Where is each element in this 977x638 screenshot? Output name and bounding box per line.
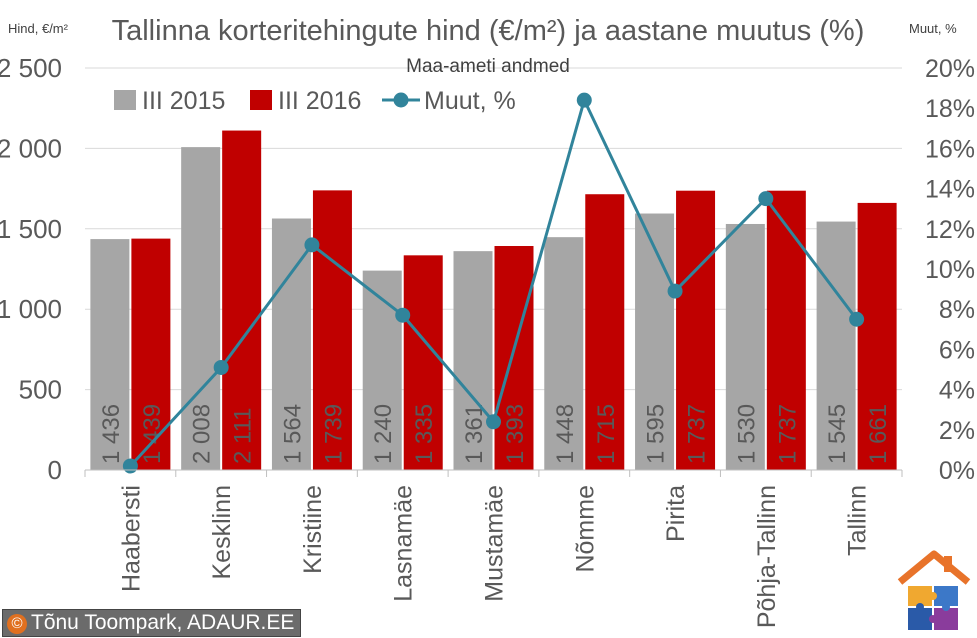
bar <box>676 190 716 470</box>
x-axis: Haabersti Kesklinn Kristiine Lasnamäe Mustam… <box>84 469 903 628</box>
y-tick-label: 500 <box>19 375 62 405</box>
x-tick-label: Nõmme <box>571 485 599 573</box>
bar-data-label: 2 111 <box>230 408 257 465</box>
change-point <box>849 311 865 327</box>
x-tick-label: Mustamäe <box>481 485 509 602</box>
legend-label: Muut, % <box>424 87 516 115</box>
bar-data-label: 1 448 <box>552 404 579 464</box>
bar <box>453 251 493 470</box>
chart-subtitle: Maa-ameti andmed <box>406 56 570 77</box>
x-tick-label: Tallinn <box>844 485 872 556</box>
change-point <box>667 283 683 299</box>
bar-data-label: 1 545 <box>824 404 851 464</box>
y2-tick-label: 2% <box>939 417 975 445</box>
legend-marker <box>393 92 409 108</box>
y2-tick-label: 8% <box>939 296 975 324</box>
bar <box>857 202 897 470</box>
change-point <box>486 414 501 430</box>
bar-data-label: 1 737 <box>684 404 711 464</box>
bar <box>90 239 130 470</box>
y2-tick-label: 4% <box>939 377 975 405</box>
change-point <box>213 359 229 375</box>
y-tick-label: 1 500 <box>0 214 62 244</box>
y2-tick-label: 6% <box>939 336 975 364</box>
chart-title: Tallinna korteritehingute hind (€/m²) ja… <box>112 15 865 47</box>
legend-swatch <box>114 90 136 110</box>
y2-axis-label: Muut, % <box>909 21 957 36</box>
x-tick-label: Põhja-Tallinn <box>753 485 781 628</box>
change-point <box>758 191 774 207</box>
change-point <box>395 307 411 323</box>
right-axis: 0% 2% 4% 6% 8% 10% 12% 14% 16% 18% 20% <box>925 55 975 485</box>
bar-data-label: 1 393 <box>502 404 529 464</box>
bar <box>585 194 625 470</box>
change-point <box>304 237 320 253</box>
credit-badge: © Tõnu Toompark, ADAUR.EE <box>2 609 302 637</box>
bar-data-label: 1 361 <box>461 404 488 464</box>
gridlines <box>85 67 902 391</box>
y2-tick-label: 14% <box>925 176 975 204</box>
y2-tick-label: 10% <box>925 256 975 284</box>
bar <box>271 218 311 470</box>
y-axis-label: Hind, €/m² <box>8 21 69 36</box>
legend-label: III 2016 <box>278 87 361 115</box>
x-tick-label: Kristiine <box>299 485 327 574</box>
bar-data-label: 1 595 <box>643 404 670 464</box>
bar <box>725 223 765 470</box>
bars <box>90 130 897 471</box>
bar-data-label: 1 737 <box>774 404 801 464</box>
bar <box>494 246 534 470</box>
house-puzzle-logo <box>897 550 971 630</box>
y-tick-label: 2 000 <box>0 133 62 163</box>
credit-text: Tõnu Toompark, ADAUR.EE <box>31 611 295 634</box>
y-tick-label: 1 000 <box>0 294 62 324</box>
y-tick-label: 0 <box>48 455 62 485</box>
bar <box>362 270 402 470</box>
x-tick-label: Haabersti <box>117 485 145 592</box>
bar-labels: 1 436 2 008 1 564 1 240 1 361 1 448 1 595 1 530… <box>98 404 892 464</box>
bar-data-label: 1 530 <box>733 404 760 464</box>
bar-data-label: 2 008 <box>189 404 216 464</box>
y2-tick-label: 16% <box>925 135 975 163</box>
bar-data-label: 1 240 <box>370 404 397 464</box>
change-point <box>576 92 592 108</box>
bar-data-label: 1 335 <box>411 404 438 464</box>
change-line <box>122 92 865 474</box>
bar <box>181 147 221 471</box>
legend: III 2015 III 2016 Muut, % <box>114 87 516 115</box>
bar <box>816 221 856 470</box>
bar <box>403 255 443 470</box>
y-tick-label: 2 500 <box>0 53 62 83</box>
x-tick-label: Lasnamäe <box>390 485 418 602</box>
bar-data-label: 1 715 <box>593 404 620 464</box>
bar <box>222 130 262 470</box>
bar <box>312 190 352 470</box>
bar <box>635 213 675 471</box>
change-point <box>122 458 138 474</box>
bar <box>766 190 806 470</box>
y2-tick-label: 12% <box>925 216 975 244</box>
copyright-icon: © <box>7 614 27 634</box>
bar-data-label: 1 661 <box>865 404 892 464</box>
y2-tick-label: 0% <box>939 457 975 485</box>
bar-data-label: 1 564 <box>279 404 306 464</box>
bar-data-label: 1 436 <box>98 404 125 464</box>
y2-tick-label: 18% <box>925 95 975 123</box>
left-axis: 0 500 1 000 1 500 2 000 2 500 <box>0 53 62 485</box>
x-tick-label: Kesklinn <box>208 485 236 580</box>
bar <box>544 237 584 470</box>
legend-swatch <box>250 90 272 110</box>
legend-label: III 2015 <box>142 87 225 115</box>
bar-data-label: 1 739 <box>320 404 347 464</box>
x-tick-label: Pirita <box>662 485 690 542</box>
y2-tick-label: 20% <box>925 55 975 83</box>
